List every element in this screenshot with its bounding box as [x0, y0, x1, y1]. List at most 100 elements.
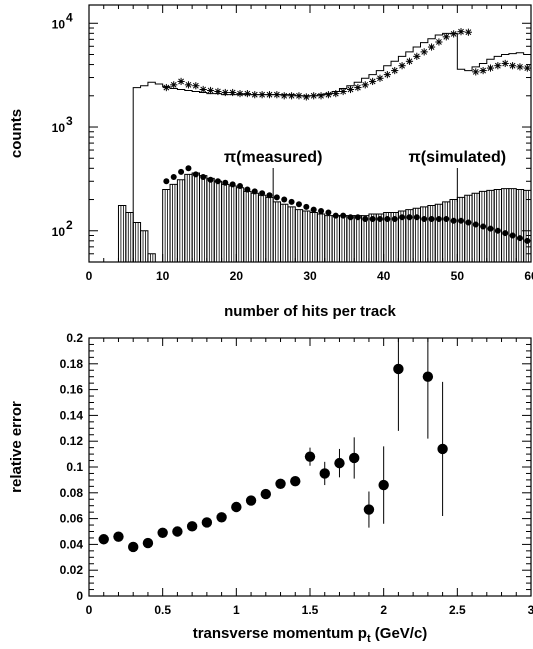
asterisk-point	[398, 62, 405, 69]
point-marker	[423, 372, 433, 382]
data-point	[208, 177, 214, 183]
bar-outline	[236, 188, 243, 262]
y-tick-exponent: 4	[66, 10, 73, 24]
data-point	[178, 169, 184, 175]
data-point	[320, 462, 330, 485]
asterisk-point	[428, 43, 435, 50]
bar-outline	[229, 186, 236, 262]
asterisk-point	[406, 58, 413, 65]
bar-outline	[450, 200, 457, 262]
y-axis-label: counts	[8, 109, 25, 158]
annotation-label: π(simulated)	[409, 149, 507, 166]
bar-outline	[148, 254, 155, 262]
bar-outline	[347, 216, 354, 262]
histogram-bar	[170, 184, 177, 262]
asterisk-point	[347, 86, 354, 93]
point-marker	[99, 534, 109, 544]
data-point	[266, 192, 272, 198]
asterisk-point	[310, 92, 317, 99]
asterisk-point	[236, 90, 243, 97]
histogram-bar	[192, 173, 199, 262]
asterisk-series	[163, 28, 531, 100]
point-marker	[261, 489, 271, 499]
bar-outline	[170, 184, 177, 262]
histogram-bar	[295, 210, 302, 262]
simulated-histogram	[118, 173, 531, 262]
bar-outline	[244, 191, 251, 262]
data-point	[495, 228, 501, 234]
bar-outline	[141, 231, 148, 262]
asterisk-point	[170, 81, 177, 88]
x-tick-label: 50	[451, 269, 465, 283]
asterisk-point	[516, 63, 523, 70]
data-point	[244, 186, 250, 192]
bar-outline	[435, 204, 442, 262]
point-marker	[378, 480, 388, 490]
bar-outline	[317, 214, 324, 262]
point-marker	[349, 453, 359, 463]
y-tick-label: 0.02	[60, 563, 84, 577]
point-marker	[290, 476, 300, 486]
data-point	[128, 542, 138, 552]
data-point	[393, 338, 403, 431]
y-tick-label: 0.06	[60, 512, 84, 526]
histogram-bar	[509, 189, 516, 262]
data-point	[200, 174, 206, 180]
histogram-bar	[428, 206, 435, 262]
x-axis-label: transverse momentum pt (GeV/c)	[193, 625, 428, 645]
histogram-bar	[266, 197, 273, 262]
histogram-bar	[516, 189, 523, 262]
data-point	[458, 218, 464, 224]
asterisk-point	[509, 62, 516, 69]
y-tick-label: 0	[76, 589, 83, 603]
bar-outline	[288, 207, 295, 262]
asterisk-point	[369, 78, 376, 85]
data-point	[348, 214, 354, 220]
histogram-bar	[310, 212, 317, 262]
plot-frame	[89, 338, 531, 596]
asterisk-point	[480, 67, 487, 74]
data-point	[487, 226, 493, 232]
relative-error-series	[99, 338, 448, 552]
data-point	[480, 223, 486, 229]
data-point	[163, 178, 169, 184]
histogram-bar	[118, 206, 125, 262]
data-point	[399, 214, 405, 220]
asterisk-point	[362, 81, 369, 88]
bar-outline	[516, 189, 523, 262]
histogram-bar	[141, 231, 148, 262]
y-tick-exponent: 3	[66, 114, 73, 128]
y-tick-label: 0.2	[66, 331, 83, 345]
y-tick-label: 0.04	[60, 537, 84, 551]
x-tick-label: 2.5	[449, 603, 466, 617]
point-marker	[305, 451, 315, 461]
x-tick-label: 0	[86, 269, 93, 283]
data-point	[187, 521, 197, 531]
asterisk-point	[207, 87, 214, 94]
data-point	[222, 180, 228, 186]
y-axis-label: relative error	[8, 401, 25, 493]
point-marker	[364, 504, 374, 514]
asterisk-point	[413, 53, 420, 60]
point-marker	[172, 526, 182, 536]
y-tick-label: 10	[52, 225, 66, 239]
data-point	[193, 171, 199, 177]
asterisk-point	[273, 91, 280, 98]
bar-outline	[524, 190, 531, 262]
asterisk-point	[200, 86, 207, 93]
histogram-bar	[339, 216, 346, 262]
asterisk-point	[457, 28, 464, 35]
histogram-bar	[133, 223, 140, 262]
asterisk-point	[244, 90, 251, 97]
data-point	[378, 446, 388, 523]
asterisk-point	[325, 91, 332, 98]
bar-outline	[428, 206, 435, 262]
bar-outline	[273, 202, 280, 262]
bar-outline	[126, 212, 133, 262]
asterisk-point	[524, 64, 531, 71]
asterisk-point	[281, 92, 288, 99]
y-axis-ticks: 0 0.02 0.04 0.06 0.08 0.1 0.12 0.14 0.16 0.18 0.2	[60, 331, 531, 603]
data-point	[340, 213, 346, 219]
y-tick-label: 0.1	[66, 460, 83, 474]
